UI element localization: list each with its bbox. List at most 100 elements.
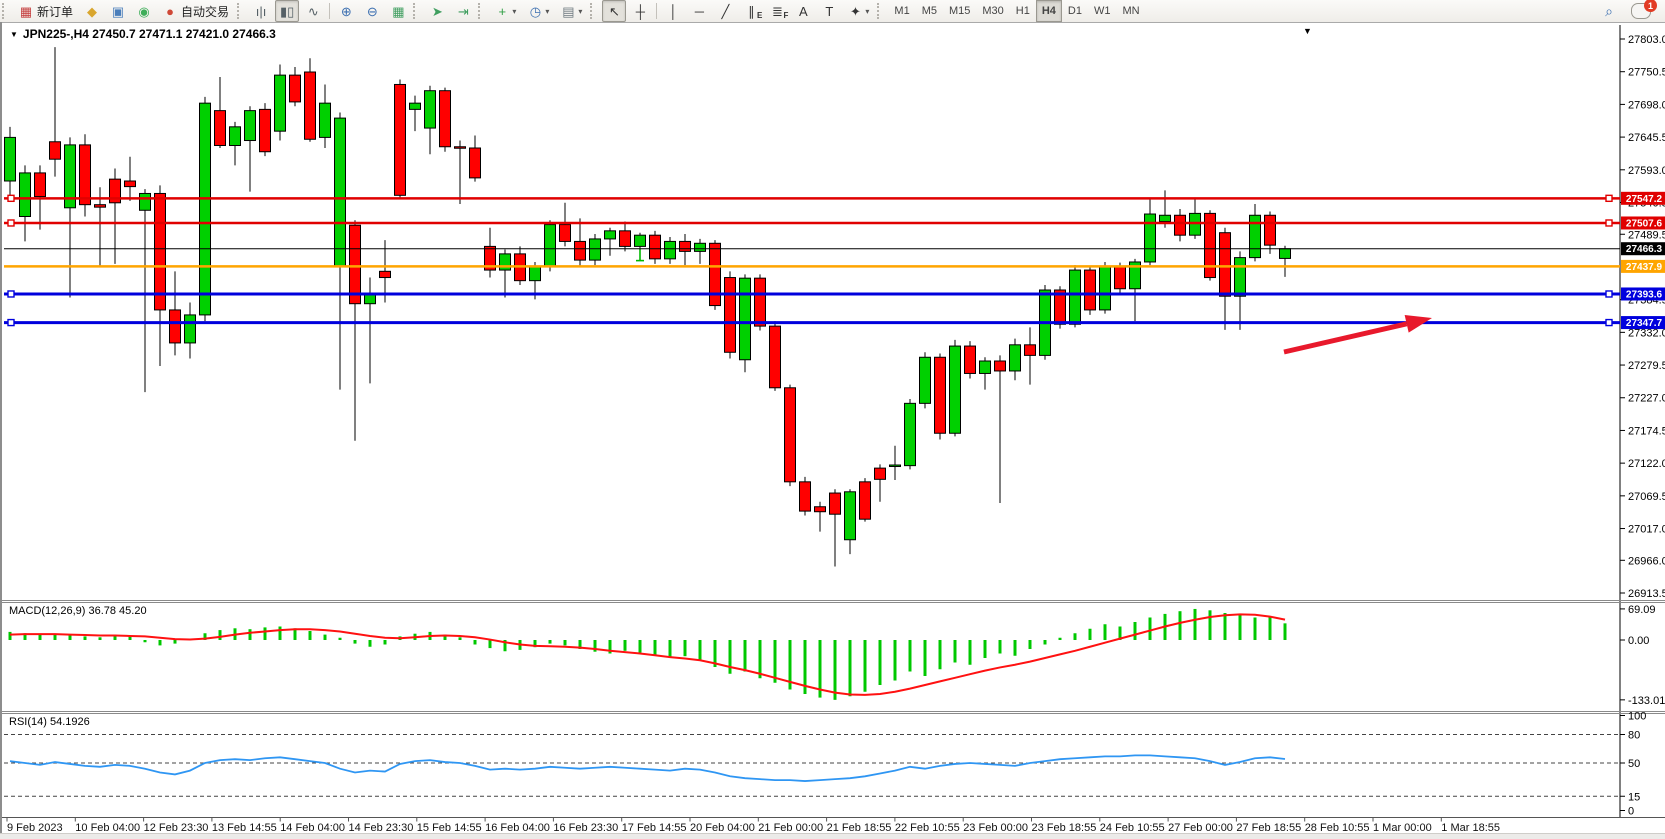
favorites-seal-button[interactable]: ◆ <box>80 0 104 22</box>
channel-icon: ∥ <box>748 3 755 19</box>
chat-bubble-icon: 1 <box>1631 0 1657 19</box>
market-watch-button[interactable]: ▣ <box>106 0 130 22</box>
search-button[interactable]: ⌕ <box>1597 0 1621 22</box>
dropdown-arrow-icon: ▾ <box>865 6 870 16</box>
chart-canvas[interactable]: 27803.027750.527698.027645.527593.027540… <box>2 22 1665 833</box>
text-button[interactable]: A <box>791 0 815 22</box>
clock-icon: ◷ <box>529 3 542 19</box>
seal-icon: ◆ <box>87 3 98 19</box>
candle <box>334 117 346 267</box>
chart-window[interactable]: 27803.027750.527698.027645.527593.027540… <box>0 22 1665 833</box>
timeframe-mn[interactable]: MN <box>1122 5 1140 17</box>
timeframe-w1[interactable]: W1 <box>1093 5 1111 17</box>
candle <box>319 102 331 138</box>
candle <box>694 242 706 252</box>
price-line-27507.6[interactable]: 27507.6 <box>4 216 1665 230</box>
timeframe-h1[interactable]: H1 <box>1015 5 1030 17</box>
template-button[interactable]: ▤ ▾ <box>556 0 587 22</box>
svg-text:27489.5: 27489.5 <box>1628 229 1665 241</box>
vertical-line-button[interactable]: │ <box>661 0 685 22</box>
timeframe-m1[interactable]: M1 <box>894 5 910 17</box>
horizontal-line-icon: ─ <box>694 3 704 19</box>
candle <box>154 192 166 311</box>
auto-scroll-button[interactable]: ➤ <box>425 0 449 22</box>
crosshair-button[interactable]: ┼ <box>628 0 652 22</box>
add-indicator-button[interactable]: + ▾ <box>490 0 521 22</box>
candle <box>814 506 826 513</box>
candle <box>739 277 751 361</box>
signals-button[interactable]: ◉ <box>132 0 156 22</box>
svg-text:14 Feb 04:00: 14 Feb 04:00 <box>280 822 345 833</box>
candle <box>1234 257 1246 297</box>
candle <box>1114 265 1126 290</box>
symbol-ohlc-text: JPN225-,H4 27450.7 27471.1 27421.0 27466… <box>22 27 276 41</box>
tile-windows-button[interactable]: ▦ <box>386 0 410 22</box>
price-line-27347.7[interactable]: 27347.7 <box>4 316 1665 330</box>
fibonacci-button[interactable]: ≣ F <box>765 0 789 22</box>
toolbar-grip <box>237 3 246 19</box>
candlestick-type-button[interactable]: ▮▯ <box>275 0 300 22</box>
indicator-plus-icon: + <box>498 3 507 19</box>
trendline-button[interactable]: ╱ <box>713 0 737 22</box>
candle <box>229 126 241 147</box>
vertical-line-icon: │ <box>669 3 678 19</box>
period-button[interactable]: ◷ ▾ <box>523 0 554 22</box>
notification-badge: 1 <box>1644 0 1657 12</box>
cursor-button[interactable]: ↖ <box>602 0 627 22</box>
price-line-27393.6[interactable]: 27393.6 <box>4 287 1665 301</box>
autotrade-button[interactable]: ● 自动交易 <box>158 0 234 22</box>
svg-text:27227.0: 27227.0 <box>1628 393 1665 405</box>
svg-text:27017.0: 27017.0 <box>1628 524 1665 536</box>
shapes-button[interactable]: ✦ ▾ <box>843 0 874 22</box>
svg-text:27347.7: 27347.7 <box>1626 318 1663 329</box>
timeframe-h4[interactable]: H4 <box>1035 0 1062 22</box>
candle <box>934 356 946 434</box>
candle <box>244 110 256 142</box>
fibonacci-icon-badge: F <box>783 11 789 20</box>
chart-title-collapse-icon[interactable]: ▼ <box>10 30 18 39</box>
price-line-27547.2[interactable]: 27547.2 <box>4 191 1665 205</box>
macd-panel: 69.09 0.00 -133.01 <box>8 604 1665 707</box>
toolbar-separator <box>656 3 658 19</box>
candle <box>1174 214 1186 236</box>
svg-text:27593.0: 27593.0 <box>1628 165 1665 177</box>
line-chart-type-button[interactable]: ∿ <box>301 0 325 22</box>
toolbar-grip <box>413 3 422 19</box>
candle <box>904 402 916 467</box>
timeframe-d1[interactable]: D1 <box>1067 5 1082 17</box>
bar-chart-type-button[interactable]: ı|ı <box>249 0 273 22</box>
candle <box>139 192 151 211</box>
notifications-button[interactable]: 1 <box>1626 0 1657 22</box>
candle <box>274 74 286 132</box>
svg-text:26913.5: 26913.5 <box>1628 588 1665 600</box>
svg-text:0: 0 <box>1628 806 1634 818</box>
text-icon: A <box>799 3 808 19</box>
arrows-shapes-icon: ✦ <box>849 3 861 19</box>
new-order-button-label: 新订单 <box>37 4 74 19</box>
channel-button[interactable]: ∥ E <box>739 0 763 22</box>
line-chart-icon: ∿ <box>307 3 319 19</box>
timeframe-m5[interactable]: M5 <box>921 5 937 17</box>
candle <box>979 360 991 374</box>
chart-shift-button[interactable]: ⇥ <box>451 0 475 22</box>
price-line-27437.9[interactable]: 27437.9 <box>4 259 1665 273</box>
bar-chart-icon: ı|ı <box>255 3 267 19</box>
timeframe-m30[interactable]: M30 <box>982 5 1004 17</box>
timeframe-m15[interactable]: M15 <box>948 5 971 17</box>
candle <box>1084 269 1096 311</box>
zoom-in-button[interactable]: ⊕ <box>334 0 358 22</box>
svg-text:23 Feb 18:55: 23 Feb 18:55 <box>1032 822 1097 833</box>
candle <box>199 102 211 316</box>
svg-text:23 Feb 00:00: 23 Feb 00:00 <box>963 822 1028 833</box>
new-order-button[interactable]: ▦ 新订单 <box>14 0 78 22</box>
zoom-out-button[interactable]: ⊖ <box>360 0 384 22</box>
autotrade-icon: ● <box>166 3 174 19</box>
candle <box>559 224 571 242</box>
svg-text:27122.0: 27122.0 <box>1628 458 1665 470</box>
svg-text:26966.0: 26966.0 <box>1628 555 1665 567</box>
chart-corner-arrow-icon[interactable]: ▼ <box>1303 26 1312 36</box>
label-button[interactable]: T <box>817 0 841 22</box>
svg-text:27803.0: 27803.0 <box>1628 34 1665 46</box>
annotation-arrow[interactable] <box>1283 315 1432 355</box>
horizontal-line-button[interactable]: ─ <box>687 0 711 22</box>
